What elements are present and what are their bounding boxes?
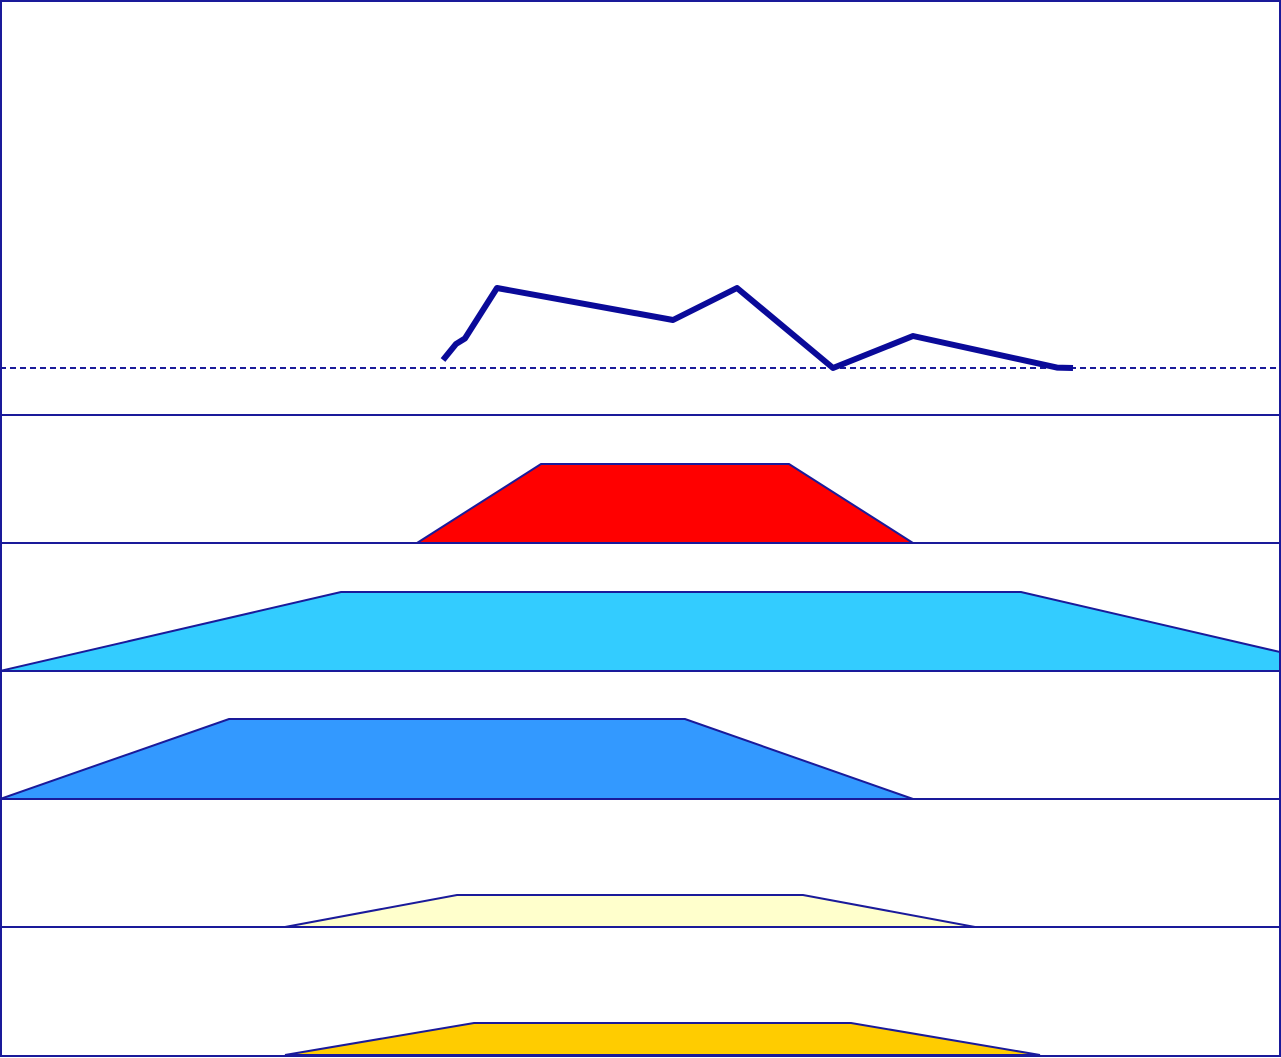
trapezoid-area-3 xyxy=(1,591,1280,672)
trapezoid-area-2 xyxy=(413,463,917,544)
panel-2 xyxy=(413,463,917,544)
series-line-1 xyxy=(440,285,1074,371)
trapezoid-area-4 xyxy=(1,718,914,800)
panel-6 xyxy=(284,1022,1041,1056)
trapezoid-area-5 xyxy=(284,894,976,928)
panel-5 xyxy=(284,894,976,928)
panel-3 xyxy=(1,591,1280,672)
trapezoid-area-6 xyxy=(284,1022,1041,1056)
panel-1 xyxy=(1,285,1280,371)
panel-4 xyxy=(1,718,914,800)
